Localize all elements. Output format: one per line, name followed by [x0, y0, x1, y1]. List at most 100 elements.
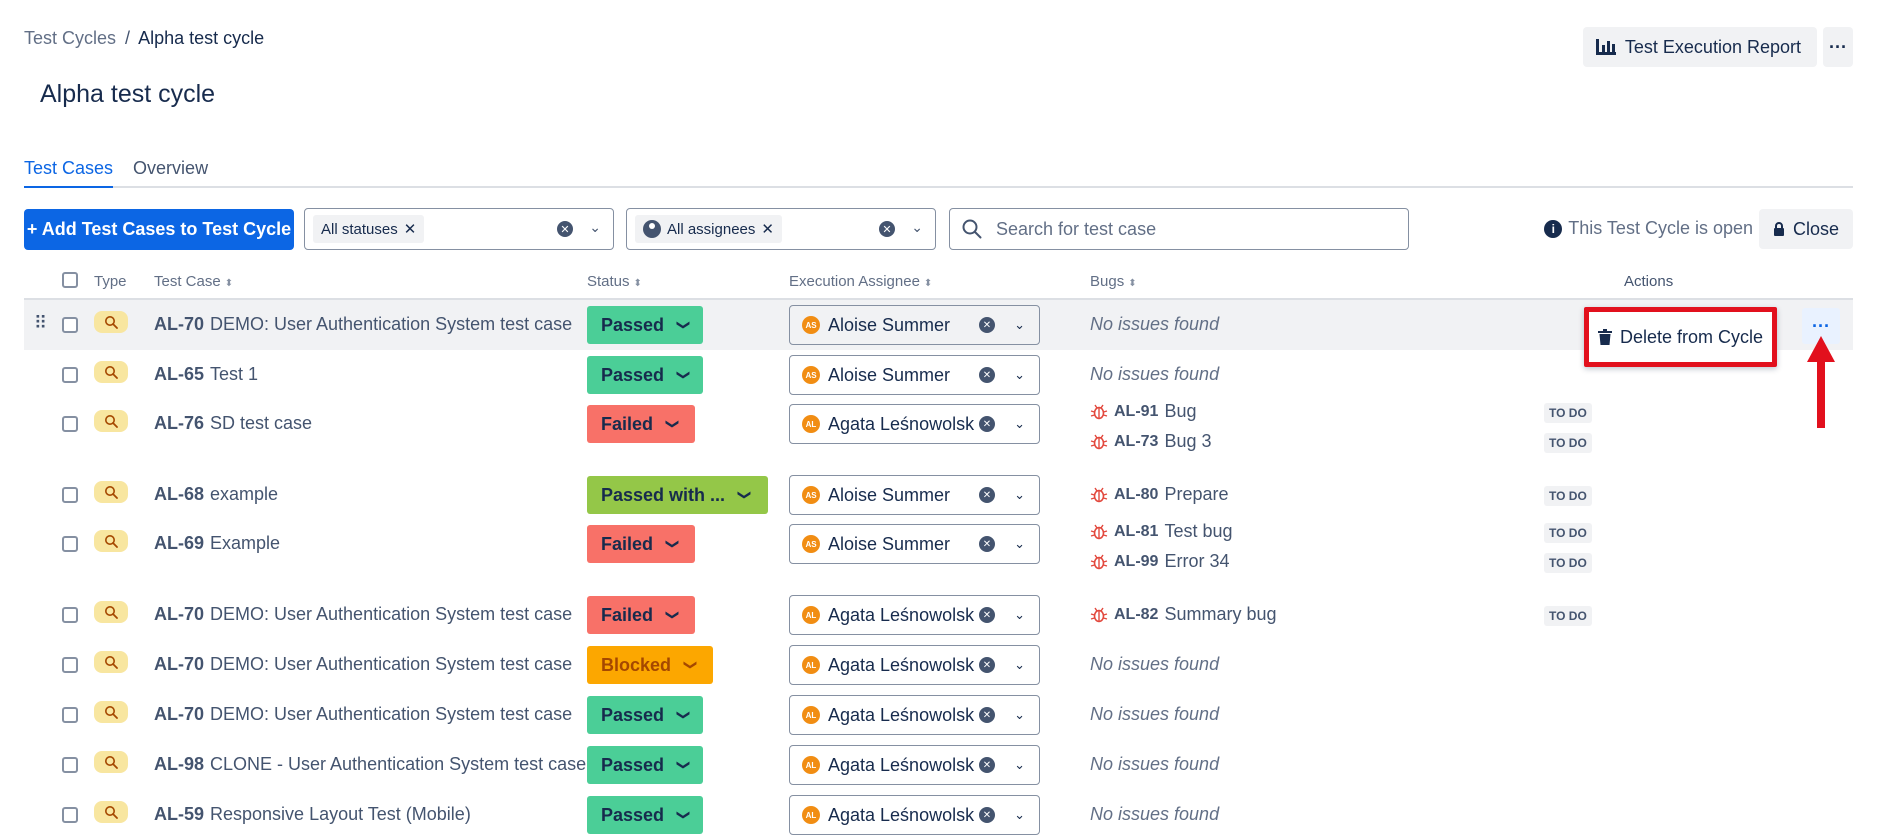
clear-icon[interactable]: ✕: [879, 221, 895, 237]
test-case-link[interactable]: AL-70 DEMO: User Authentication System te…: [154, 604, 572, 625]
table-row[interactable]: ⠿ AL-70 DEMO: User Authentication System t…: [24, 300, 1853, 350]
clear-icon[interactable]: ✕: [979, 416, 995, 432]
remove-chip-icon[interactable]: ✕: [403, 221, 417, 238]
table-row[interactable]: AL-76 SD test case Failed ❯ AL Agata Leśnowol…: [24, 400, 1853, 470]
chevron-down-icon[interactable]: ⌄: [1014, 416, 1025, 431]
clear-icon[interactable]: ✕: [979, 487, 995, 503]
breadcrumb-test-cycles-link[interactable]: Test Cycles: [24, 28, 117, 48]
clear-icon[interactable]: ✕: [979, 607, 995, 623]
sort-icon[interactable]: ⬍: [633, 278, 642, 289]
table-row[interactable]: AL-65 Test 1 Passed ❯ AS Aloise Summer ✕ ⌄ No is…: [24, 350, 1853, 400]
test-case-link[interactable]: AL-65 Test 1: [154, 364, 258, 385]
select-all-checkbox[interactable]: [62, 272, 78, 288]
sort-icon[interactable]: ⬍: [1128, 278, 1137, 289]
test-case-link[interactable]: AL-98 CLONE - User Authentication System …: [154, 754, 586, 775]
table-row[interactable]: AL-68 example Passed with ... ❯ AS Aloise Sum…: [24, 470, 1853, 520]
close-cycle-button[interactable]: Close: [1758, 209, 1853, 249]
status-dropdown[interactable]: Failed ❯: [587, 596, 695, 634]
remove-chip-icon[interactable]: ✕: [761, 221, 774, 238]
table-row[interactable]: AL-98 CLONE - User Authentication System …: [24, 740, 1853, 790]
clear-icon[interactable]: ✕: [979, 367, 995, 383]
clear-icon[interactable]: ✕: [979, 657, 995, 673]
search-input[interactable]: [996, 218, 1376, 240]
bug-link[interactable]: AL-81 Test bug: [1090, 521, 1233, 542]
assignee-select[interactable]: AL Agata Leśnowolsk ✕ ⌄: [789, 795, 1040, 835]
column-header-status[interactable]: Status ⬍: [587, 273, 642, 290]
clear-icon[interactable]: ✕: [979, 807, 995, 823]
clear-icon[interactable]: ✕: [979, 317, 995, 333]
assignee-select[interactable]: AL Agata Leśnowolsk ✕ ⌄: [789, 595, 1040, 635]
chevron-down-icon[interactable]: ⌄: [1014, 487, 1025, 502]
status-dropdown[interactable]: Passed ❯: [587, 746, 703, 784]
chevron-down-icon[interactable]: ⌄: [589, 219, 601, 235]
bug-link[interactable]: AL-91 Bug: [1090, 401, 1196, 422]
assignee-select[interactable]: AS Aloise Summer ✕ ⌄: [789, 355, 1040, 395]
test-case-link[interactable]: AL-70 DEMO: User Authentication System te…: [154, 654, 572, 675]
row-checkbox[interactable]: [62, 317, 78, 333]
row-checkbox[interactable]: [62, 707, 78, 723]
table-row[interactable]: AL-70 DEMO: User Authentication System te…: [24, 690, 1853, 740]
table-row[interactable]: AL-70 DEMO: User Authentication System te…: [24, 640, 1853, 690]
status-dropdown[interactable]: Passed ❯: [587, 796, 703, 834]
row-checkbox[interactable]: [62, 536, 78, 552]
table-row[interactable]: AL-70 DEMO: User Authentication System te…: [24, 590, 1853, 640]
table-row[interactable]: AL-69 Example Failed ❯ AS Aloise Summer ✕ ⌄ AL-8…: [24, 520, 1853, 590]
test-case-link[interactable]: AL-68 example: [154, 484, 278, 505]
chevron-down-icon[interactable]: ⌄: [1014, 607, 1025, 622]
column-header-test-case[interactable]: Test Case ⬍: [154, 273, 233, 290]
status-dropdown[interactable]: Failed ❯: [587, 405, 695, 443]
clear-icon[interactable]: ✕: [979, 536, 995, 552]
test-case-link[interactable]: AL-69 Example: [154, 533, 280, 554]
test-case-link[interactable]: AL-59 Responsive Layout Test (Mobile): [154, 804, 471, 825]
chevron-down-icon[interactable]: ⌄: [1014, 757, 1025, 772]
status-dropdown[interactable]: Passed with ... ❯: [587, 476, 768, 514]
chevron-down-icon[interactable]: ⌄: [1014, 707, 1025, 722]
chevron-down-icon[interactable]: ⌄: [911, 219, 923, 235]
bug-link[interactable]: AL-80 Prepare: [1090, 484, 1229, 505]
row-checkbox[interactable]: [62, 807, 78, 823]
test-execution-report-button[interactable]: Test Execution Report: [1582, 27, 1817, 67]
column-header-assignee[interactable]: Execution Assignee ⬍: [789, 273, 932, 290]
delete-from-cycle-menu-item[interactable]: Delete from Cycle: [1619, 326, 1764, 347]
sort-icon[interactable]: ⬍: [224, 278, 234, 289]
row-checkbox[interactable]: [62, 487, 78, 503]
tab-overview[interactable]: Overview: [133, 158, 209, 178]
chevron-down-icon[interactable]: ⌄: [1014, 367, 1025, 382]
row-checkbox[interactable]: [62, 367, 78, 383]
add-test-cases-button[interactable]: + Add Test Cases to Test Cycle: [24, 209, 294, 250]
status-dropdown[interactable]: Passed ❯: [587, 696, 703, 734]
drag-handle-icon[interactable]: ⠿: [34, 313, 47, 333]
bug-link[interactable]: AL-73 Bug 3: [1090, 431, 1212, 452]
assignee-select[interactable]: AS Aloise Summer ✕ ⌄: [789, 305, 1040, 345]
sort-icon[interactable]: ⬍: [923, 278, 933, 289]
bug-link[interactable]: AL-82 Summary bug: [1090, 604, 1277, 625]
test-case-link[interactable]: AL-70 DEMO: User Authentication System te…: [154, 314, 572, 335]
status-dropdown[interactable]: Blocked ❯: [587, 646, 713, 684]
row-checkbox[interactable]: [62, 607, 78, 623]
status-dropdown[interactable]: Failed ❯: [587, 525, 695, 563]
tab-test-cases[interactable]: Test Cases: [24, 158, 114, 188]
clear-icon[interactable]: ✕: [979, 757, 995, 773]
assignee-select[interactable]: AL Agata Leśnowolsk ✕ ⌄: [789, 404, 1040, 444]
test-case-link[interactable]: AL-70 DEMO: User Authentication System te…: [154, 704, 572, 725]
chevron-down-icon[interactable]: ⌄: [1014, 317, 1025, 332]
clear-icon[interactable]: ✕: [979, 707, 995, 723]
row-checkbox[interactable]: [62, 416, 78, 432]
bug-link[interactable]: AL-99 Error 34: [1090, 551, 1229, 572]
page-more-button[interactable]: ···: [1823, 27, 1853, 67]
row-checkbox[interactable]: [62, 657, 78, 673]
assignee-select[interactable]: AL Agata Leśnowolsk ✕ ⌄: [789, 645, 1040, 685]
column-header-bugs[interactable]: Bugs ⬍: [1090, 273, 1137, 290]
chevron-down-icon[interactable]: ⌄: [1014, 657, 1025, 672]
chevron-down-icon[interactable]: ⌄: [1014, 807, 1025, 822]
status-dropdown[interactable]: Passed ❯: [587, 356, 703, 394]
table-row[interactable]: AL-59 Responsive Layout Test (Mobile) Pass…: [24, 790, 1853, 840]
status-filter[interactable]: All statuses ✕ ✕ ⌄: [304, 208, 614, 250]
assignee-select[interactable]: AL Agata Leśnowolsk ✕ ⌄: [789, 745, 1040, 785]
chevron-down-icon[interactable]: ⌄: [1014, 536, 1025, 551]
assignee-select[interactable]: AS Aloise Summer ✕ ⌄: [789, 524, 1040, 564]
clear-icon[interactable]: ✕: [557, 221, 573, 237]
assignee-filter[interactable]: All assignees ✕ ✕ ⌄: [626, 208, 936, 250]
row-checkbox[interactable]: [62, 757, 78, 773]
assignee-select[interactable]: AS Aloise Summer ✕ ⌄: [789, 475, 1040, 515]
